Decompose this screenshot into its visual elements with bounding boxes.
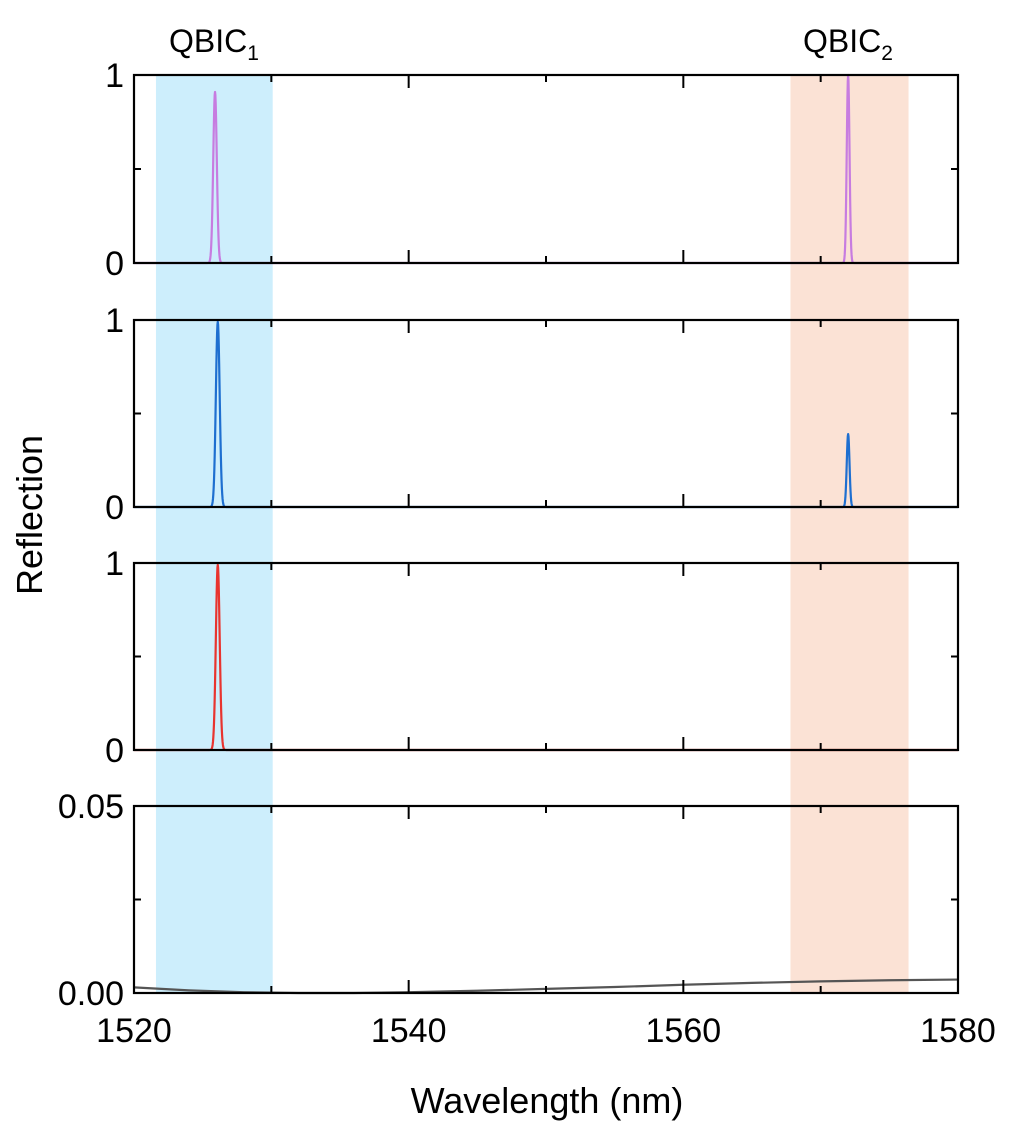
panel-1: 01 bbox=[105, 57, 960, 283]
panel-4: 0.00 0.05 bbox=[58, 788, 960, 1013]
qbic2-label-subscript: 2 bbox=[881, 42, 893, 65]
qbic1-label: QBIC1 bbox=[169, 23, 259, 65]
x-axis-label: Wavelength (nm) bbox=[411, 1080, 684, 1121]
panel-3-y-tick-label-max: 1 bbox=[105, 545, 124, 583]
qbic2-label-main: QBIC bbox=[803, 23, 881, 59]
panel-2-y-tick-label-max: 1 bbox=[105, 302, 124, 340]
x-tick-label: 1560 bbox=[646, 1012, 722, 1050]
panel-3: 01 bbox=[105, 545, 960, 770]
x-tick-label: 1520 bbox=[96, 1012, 172, 1050]
panel-1-y-tick-label-max: 1 bbox=[105, 57, 124, 95]
panel-3-y-tick-label-min: 0 bbox=[105, 732, 124, 770]
qbic1-label-main: QBIC bbox=[169, 23, 247, 59]
panel-1-y-tick-label-min: 0 bbox=[105, 245, 124, 283]
highlight-bands bbox=[155, 75, 909, 993]
x-tick-label: 1540 bbox=[371, 1012, 447, 1050]
panel-2: 01 bbox=[105, 302, 960, 527]
band-labels: QBIC1 QBIC2 bbox=[169, 23, 893, 65]
qbic2-label: QBIC2 bbox=[803, 23, 893, 65]
panel-4-y-tick-label-min: 0.00 bbox=[58, 975, 124, 1013]
band-qbic1 bbox=[155, 75, 273, 993]
x-tick-label: 1580 bbox=[920, 1012, 996, 1050]
panel-4-y-tick-label-max: 0.05 bbox=[58, 788, 124, 826]
panel-2-y-tick-label-min: 0 bbox=[105, 489, 124, 527]
band-qbic2 bbox=[790, 75, 909, 993]
x-tick-labels: 1520 1540 1560 1580 bbox=[96, 1012, 996, 1050]
qbic1-label-subscript: 1 bbox=[247, 42, 259, 65]
y-axis-label: Reflection bbox=[9, 435, 50, 595]
